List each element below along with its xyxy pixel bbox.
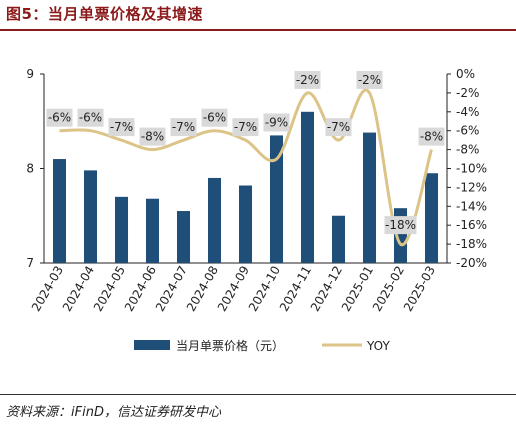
yoy-label-2025-01: -2% [358, 73, 381, 87]
legend-swatch-bar [134, 340, 170, 350]
right-tick-label: -14% [456, 199, 487, 213]
yoy-label-bg-2024-08 [201, 108, 228, 127]
yoy-label-2024-03: -6% [48, 111, 71, 125]
bar-2024-10 [269, 135, 284, 263]
yoy-label-2024-11: -2% [296, 73, 319, 87]
legend: 当月单票价格（元） YOY [134, 338, 390, 353]
yoy-label-2024-05: -7% [110, 120, 133, 134]
source-rule [0, 394, 516, 395]
yoy-label-2024-04: -6% [79, 111, 102, 125]
yoy-label-bg-2024-10 [263, 113, 290, 132]
bar-2024-03 [52, 159, 67, 263]
yoy-label-2024-07: -7% [172, 120, 195, 134]
yoy-label-2024-12: -7% [327, 120, 350, 134]
left-tick-label: 8 [26, 162, 34, 176]
yoy-label-bg-2025-01 [356, 70, 383, 89]
bar-2024-06 [145, 198, 160, 263]
yoy-label-bg-2024-09 [232, 118, 259, 137]
yoy-label-bg-2025-02 [384, 216, 417, 235]
yoy-label-2024-06: -8% [141, 130, 164, 144]
line-series [59, 88, 433, 246]
yoy-label-bg-2024-12 [325, 118, 352, 137]
yoy-label-2025-03: -8% [420, 130, 443, 144]
bar-2024-05 [114, 196, 129, 263]
data-labels: -6% -6% -7% -8% -7% -6% -7% -9% -2% -7% -2% -18% -8% [46, 70, 445, 235]
yoy-label-bg-2024-04 [77, 108, 104, 127]
axes: 7 8 9 0% -2% -4% -6% -8% -10% -12% -14% -16% -18% -20… [26, 67, 487, 270]
right-tick-label: -18% [456, 237, 487, 251]
yoy-line [59, 88, 433, 246]
x-tick-labels: 2024-032024-042024-052024-062024-072024-… [29, 264, 438, 314]
right-tick-label: -16% [456, 218, 487, 232]
right-tick-label: -12% [456, 180, 487, 194]
yoy-label-2024-09: -7% [234, 120, 257, 134]
yoy-label-2025-02: -18% [385, 218, 416, 232]
title-rule [0, 29, 516, 31]
bar-2024-08 [207, 177, 222, 263]
right-tick-label: -10% [456, 162, 487, 176]
bar-2025-01 [362, 132, 377, 263]
right-tick-label: -6% [456, 124, 479, 138]
left-tick-label: 9 [26, 67, 34, 81]
yoy-label-bg-2024-11 [294, 70, 321, 89]
bar-2024-09 [238, 185, 253, 263]
yoy-label-bg-2025-03 [418, 127, 445, 146]
yoy-label-2024-10: -9% [265, 115, 288, 129]
legend-label-line: YOY [366, 339, 390, 353]
yoy-label-bg-2024-06 [139, 127, 166, 146]
source-note: 资料来源：iFinD，信达证券研发中心 [6, 405, 221, 420]
bar-2024-04 [83, 170, 98, 263]
right-tick-label: -4% [456, 105, 479, 119]
right-tick-label: -2% [456, 86, 479, 100]
yoy-label-bg-2024-07 [170, 118, 197, 137]
yoy-label-2024-08: -6% [203, 111, 226, 125]
yoy-label-bg-2024-03 [46, 108, 73, 127]
right-tick-label: -8% [456, 143, 479, 157]
bar-2024-11 [300, 111, 315, 263]
legend-label-bar: 当月单票价格（元） [176, 338, 284, 353]
yoy-label-bg-2024-05 [108, 118, 135, 137]
bar-series [52, 111, 439, 263]
right-tick-label: -20% [456, 256, 487, 270]
bar-2024-07 [176, 211, 191, 263]
left-tick-label: 7 [26, 256, 34, 270]
bar-2025-03 [424, 173, 439, 263]
bar-2024-12 [331, 215, 346, 263]
figure-title: 图5：当月单票价格及其增速 [6, 5, 203, 23]
right-tick-label: 0% [456, 67, 475, 81]
